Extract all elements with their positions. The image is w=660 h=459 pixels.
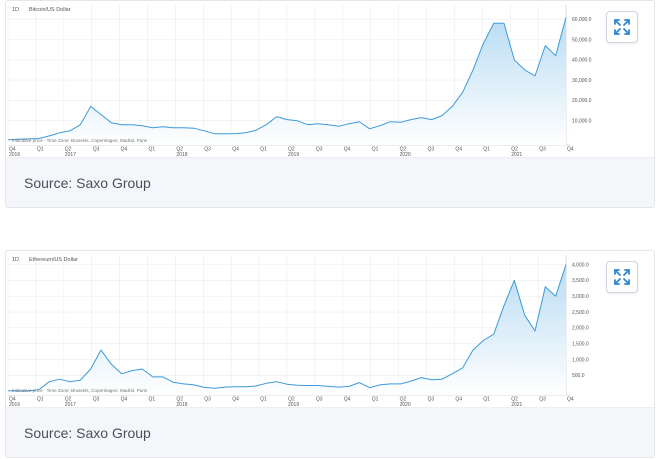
chart-note: Indicative price · Time Zone: Brussels, … (12, 138, 148, 143)
x-tick-label: Q1 (483, 397, 490, 403)
y-tick-label: 10,000.0 (572, 118, 592, 124)
x-tick-label: Q4 (344, 147, 351, 153)
x-tick-label: Q2 (176, 397, 183, 403)
x-tick-label: Q1 (37, 397, 44, 403)
x-year-label: 2021 (511, 152, 522, 157)
x-tick-label: Q2 (288, 397, 295, 403)
y-tick-label: 1,000.0 (572, 357, 589, 363)
source-caption: Source: Saxo Group (6, 157, 654, 207)
x-tick-label: Q1 (149, 147, 156, 153)
x-year-label: 2019 (288, 402, 299, 407)
x-tick-label: Q2 (176, 147, 183, 153)
y-tick-label: 2,500.0 (572, 310, 589, 316)
source-label: Source: Saxo Group (24, 175, 151, 191)
ethereum-chart-card: 500.0 1,000.0 1,500.0 2,000.0 2,500.0 3,000.0… (5, 250, 655, 458)
x-tick-label: Q2 (400, 147, 407, 153)
y-tick-label: 2,000.0 (572, 326, 589, 332)
x-tick-label: Q4 (567, 147, 574, 153)
chart-title: Bitcoin/US Dollar (29, 7, 71, 13)
x-tick-label: Q1 (37, 147, 44, 153)
bitcoin-chart: 10,000.0 20,000.0 30,000.0 40,000.0 50,000.0… (6, 1, 654, 157)
ethereum-chart: 500.0 1,000.0 1,500.0 2,000.0 2,500.0 3,000.0… (6, 251, 654, 407)
x-tick-label: Q3 (93, 147, 100, 153)
x-tick-label: Q2 (400, 397, 407, 403)
x-tick-label: Q4 (121, 397, 128, 403)
expand-arrows-icon (614, 269, 630, 285)
bitcoin-chart-svg: 10,000.0 20,000.0 30,000.0 40,000.0 50,000.0… (7, 5, 592, 157)
x-tick-label: Q3 (316, 397, 323, 403)
x-tick-label: Q3 (428, 147, 435, 153)
x-tick-label: Q3 (204, 147, 211, 153)
x-tick-label: Q4 (232, 397, 239, 403)
x-tick-label: Q2 (65, 397, 72, 403)
x-tick-label: Q3 (316, 147, 323, 153)
expand-button[interactable] (606, 261, 638, 293)
x-tick-label: Q3 (93, 397, 100, 403)
x-year-label: 2017 (65, 402, 76, 407)
x-tick-label: Q3 (539, 397, 546, 403)
x-tick-label: Q4 (9, 147, 16, 153)
y-tick-label: 40,000.0 (572, 58, 592, 64)
source-label: Source: Saxo Group (24, 425, 151, 441)
x-tick-label: Q1 (260, 147, 267, 153)
expand-arrows-icon (614, 19, 630, 35)
source-caption: Source: Saxo Group (6, 407, 654, 457)
x-year-label: 2016 (9, 152, 20, 157)
x-tick-label: Q4 (455, 397, 462, 403)
interval-label: 1D (12, 257, 19, 263)
expand-button[interactable] (606, 11, 638, 43)
x-tick-label: Q3 (428, 397, 435, 403)
x-year-label: 2020 (400, 152, 411, 157)
y-tick-label: 20,000.0 (572, 98, 592, 104)
series-line (7, 264, 567, 392)
x-tick-label: Q1 (149, 397, 156, 403)
x-tick-label: Q2 (288, 147, 295, 153)
x-tick-label: Q1 (483, 147, 490, 153)
y-tick-label: 4,000.0 (572, 262, 589, 268)
x-tick-label: Q4 (567, 397, 574, 403)
y-tick-label: 3,000.0 (572, 294, 589, 300)
x-tick-label: Q3 (204, 397, 211, 403)
y-tick-label: 60,000.0 (572, 17, 592, 23)
chart-note: Indicative price · Time Zone: Brussels, … (12, 388, 148, 393)
x-year-label: 2018 (176, 152, 187, 157)
chart-title: Ethereum/US Dollar (29, 257, 78, 263)
ethereum-chart-svg: 500.0 1,000.0 1,500.0 2,000.0 2,500.0 3,000.0… (7, 255, 589, 407)
x-tick-label: Q1 (372, 397, 379, 403)
x-year-label: 2020 (400, 402, 411, 407)
bitcoin-chart-card: 10,000.0 20,000.0 30,000.0 40,000.0 50,000.0… (5, 0, 655, 208)
x-tick-label: Q1 (260, 397, 267, 403)
x-year-label: 2018 (176, 402, 187, 407)
x-tick-label: Q4 (232, 147, 239, 153)
x-tick-label: Q4 (455, 147, 462, 153)
interval-label: 1D (12, 7, 19, 13)
series-line (7, 17, 567, 141)
y-tick-label: 1,500.0 (572, 341, 589, 347)
y-tick-label: 3,500.0 (572, 278, 589, 284)
x-tick-label: Q2 (511, 397, 518, 403)
x-tick-label: Q2 (511, 147, 518, 153)
x-year-label: 2019 (288, 152, 299, 157)
y-tick-label: 50,000.0 (572, 37, 592, 43)
x-tick-label: Q3 (539, 147, 546, 153)
y-tick-label: 30,000.0 (572, 78, 592, 84)
x-year-label: 2021 (511, 402, 522, 407)
series-area (8, 264, 566, 395)
x-tick-label: Q2 (65, 147, 72, 153)
x-tick-label: Q4 (9, 397, 16, 403)
x-tick-label: Q4 (121, 147, 128, 153)
x-year-label: 2016 (9, 402, 20, 407)
x-tick-label: Q4 (344, 397, 351, 403)
y-tick-label: 500.0 (572, 373, 585, 379)
x-year-label: 2017 (65, 152, 76, 157)
x-tick-label: Q1 (372, 147, 379, 153)
